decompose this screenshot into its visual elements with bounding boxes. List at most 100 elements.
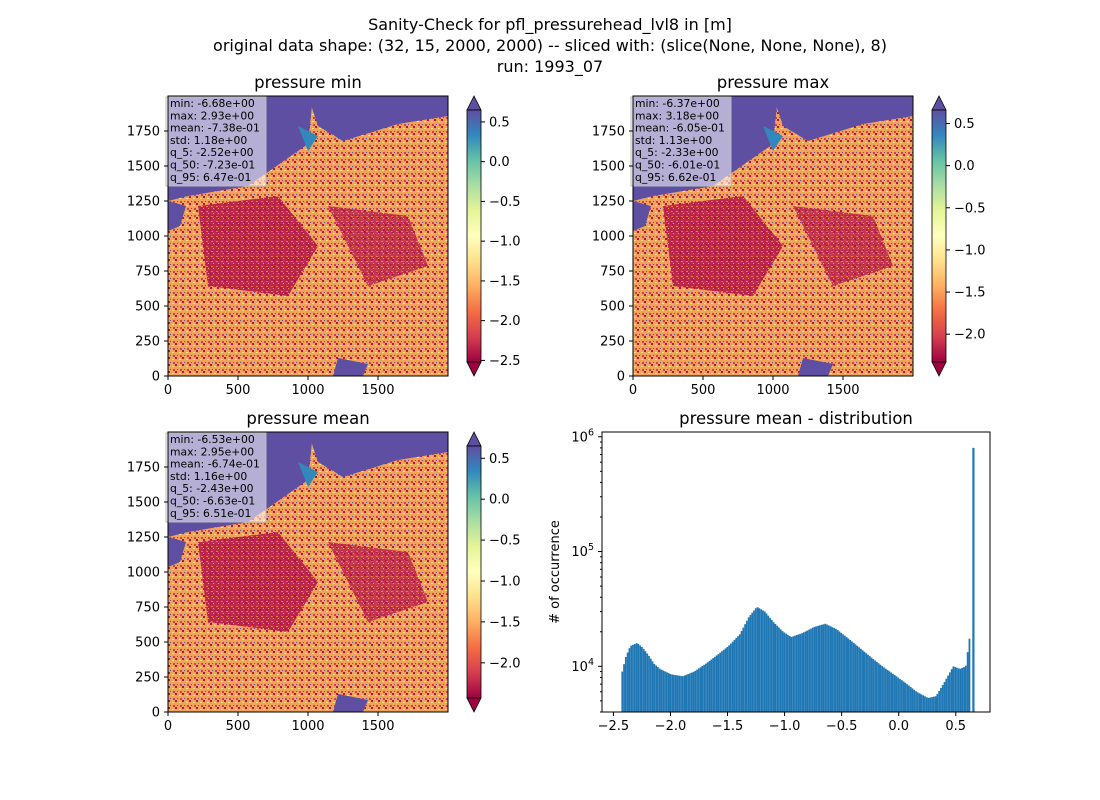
histogram-bar bbox=[948, 672, 951, 712]
dry-region bbox=[198, 532, 318, 632]
histogram-bar bbox=[715, 655, 718, 712]
stats-line: q_50: -6.01e-01 bbox=[635, 159, 720, 172]
colorbar: 0.5 0.0 −0.5 −1.0 −1.5 −2.0 −2.5 bbox=[466, 95, 521, 377]
histogram-bar bbox=[943, 681, 946, 712]
suptitle-line-2: original data shape: (32, 15, 2000, 2000… bbox=[213, 36, 887, 55]
histogram-bar bbox=[632, 644, 634, 712]
stats-line: min: -6.53e+00 bbox=[170, 433, 255, 446]
colorbar-extend-max bbox=[466, 431, 482, 447]
coast-region bbox=[298, 126, 318, 151]
histogram-bar bbox=[959, 668, 962, 712]
colorbar-tick-label: −1.0 bbox=[489, 575, 521, 590]
histogram-bar bbox=[649, 658, 652, 712]
histogram-bar bbox=[747, 617, 750, 712]
histogram-bar bbox=[947, 675, 949, 712]
histogram-bar bbox=[847, 638, 850, 712]
histogram-bar bbox=[966, 652, 969, 712]
histogram-bar bbox=[890, 672, 892, 712]
dry-region bbox=[328, 542, 428, 622]
x-tick-label: 0.5 bbox=[945, 719, 966, 734]
histogram-bar bbox=[861, 650, 864, 712]
x-tick-label: 1000 bbox=[756, 383, 789, 398]
stats-line: max: 2.95e+00 bbox=[170, 445, 254, 458]
histogram-bar bbox=[932, 696, 935, 712]
colorbar-tick-label: −1.0 bbox=[489, 235, 521, 250]
y-tick-label: 750 bbox=[135, 601, 160, 616]
histogram-bar bbox=[792, 636, 795, 712]
y-tick-base: 10 bbox=[571, 660, 588, 675]
sea-region bbox=[168, 537, 186, 567]
histogram-bar bbox=[811, 627, 814, 712]
panel-title: pressure mean bbox=[246, 409, 369, 428]
histogram-bar bbox=[968, 638, 971, 712]
histogram-panel: pressure mean - distribution −2.5 −2.0 −1.5… bbox=[548, 409, 991, 734]
y-tick-label: 1500 bbox=[127, 496, 160, 511]
colorbar-tick-label: 0.0 bbox=[954, 159, 975, 174]
histogram-bar bbox=[972, 447, 975, 712]
histogram-bar bbox=[705, 663, 707, 712]
histogram-bar bbox=[621, 671, 624, 712]
colorbar-extend-min bbox=[466, 361, 482, 377]
histogram-bar bbox=[859, 648, 862, 712]
histogram-bar bbox=[870, 657, 873, 712]
histogram-bar bbox=[713, 656, 716, 712]
histogram-bar bbox=[676, 675, 679, 712]
histogram-bar bbox=[804, 631, 807, 712]
histogram-bar bbox=[806, 630, 809, 712]
stats-line: mean: -6.05e-01 bbox=[635, 122, 725, 135]
histogram-bar bbox=[770, 619, 773, 712]
x-tick-label: 500 bbox=[226, 719, 251, 734]
histogram-bar bbox=[726, 646, 729, 712]
colorbar: 0.5 0.0 −0.5 −1.0 −1.5 −2.0 bbox=[931, 95, 986, 377]
histogram-bar bbox=[729, 643, 732, 712]
histogram-bar bbox=[751, 612, 754, 712]
y-tick-label: 500 bbox=[600, 300, 625, 315]
histogram-bar bbox=[867, 654, 869, 712]
histogram-bar bbox=[685, 674, 688, 712]
histogram-bar bbox=[843, 635, 846, 712]
y-axis-label: # of occurrence bbox=[548, 520, 563, 624]
histogram-bar bbox=[630, 645, 633, 712]
histogram-bar bbox=[623, 664, 625, 712]
histogram-bar bbox=[952, 666, 955, 712]
histogram-bar bbox=[753, 610, 755, 712]
histogram-bar bbox=[754, 608, 757, 712]
y-tick-label: 1500 bbox=[127, 160, 160, 175]
y-tick-label: 1750 bbox=[127, 461, 160, 476]
histogram-bars bbox=[621, 447, 975, 712]
stats-line: q_5: -2.43e+00 bbox=[170, 482, 254, 495]
map-image bbox=[168, 96, 448, 376]
histogram-bar bbox=[936, 693, 939, 712]
x-tick-label: 0 bbox=[629, 383, 637, 398]
x-tick-label: −0.5 bbox=[826, 719, 858, 734]
histogram-bar bbox=[851, 641, 853, 712]
y-tick-label: 1250 bbox=[592, 195, 625, 210]
histogram-bar bbox=[940, 687, 942, 712]
x-tick-label: 1500 bbox=[361, 719, 394, 734]
histogram-bar bbox=[648, 655, 650, 712]
y-tick-label: 1000 bbox=[127, 230, 160, 245]
histogram-bar bbox=[772, 622, 775, 712]
dry-region bbox=[793, 206, 893, 286]
panel-title: pressure min bbox=[254, 73, 362, 92]
x-tick-label: 1500 bbox=[826, 383, 859, 398]
histogram-bar bbox=[689, 673, 691, 712]
sea-region bbox=[168, 432, 448, 477]
histogram-bar bbox=[925, 697, 928, 712]
histogram-bar bbox=[724, 648, 727, 712]
histogram-bar bbox=[854, 644, 857, 712]
histogram-bar bbox=[758, 608, 761, 712]
histogram-bar bbox=[863, 651, 866, 712]
histogram-bar bbox=[708, 660, 711, 712]
stats-line: mean: -7.38e-01 bbox=[170, 122, 260, 135]
histogram-bar bbox=[827, 625, 830, 712]
histogram-bar bbox=[833, 628, 836, 712]
histogram-bar bbox=[934, 696, 937, 712]
colorbar-gradient bbox=[931, 109, 947, 363]
histogram-bar bbox=[660, 669, 663, 712]
histogram-bar bbox=[735, 638, 738, 712]
histogram-bar bbox=[852, 642, 855, 712]
colorbar-tick-label: 0.0 bbox=[489, 493, 510, 508]
